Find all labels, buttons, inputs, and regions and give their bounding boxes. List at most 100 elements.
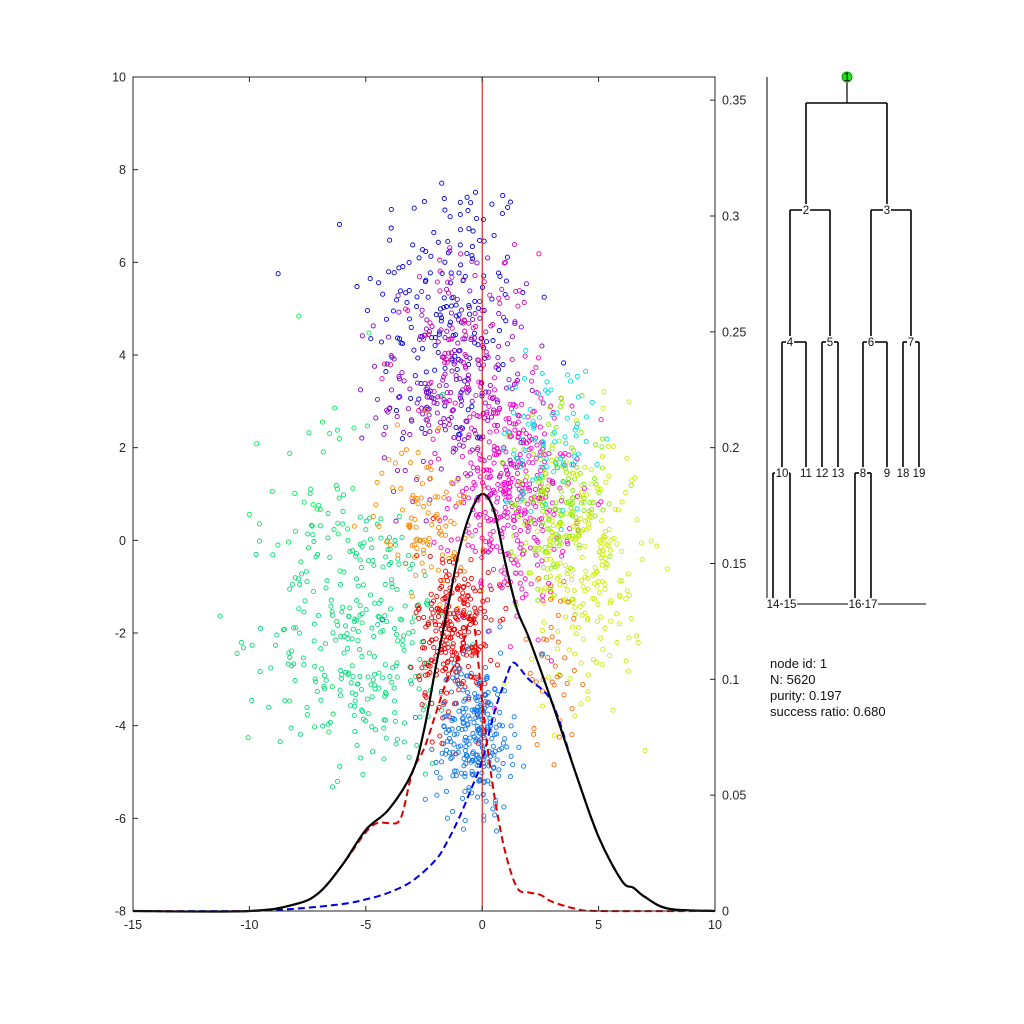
scatter-point: [312, 663, 318, 669]
scatter-point: [435, 239, 441, 245]
scatter-point: [455, 617, 461, 623]
scatter-point: [402, 468, 408, 474]
scatter-point: [495, 495, 501, 501]
scatter-point: [477, 298, 483, 304]
scatter-point: [654, 543, 660, 549]
scatter-point: [416, 673, 422, 680]
x-tick-label: -5: [360, 918, 371, 932]
scatter-point: [381, 431, 387, 438]
tree-node-14[interactable]: 14: [766, 598, 780, 611]
scatter-point: [517, 580, 523, 586]
scatter-point: [552, 663, 558, 669]
scatter-point: [457, 242, 463, 248]
scatter-point: [389, 387, 395, 393]
scatter-point: [523, 509, 529, 515]
scatter-point: [298, 559, 304, 565]
tree-node-6[interactable]: 6: [867, 336, 875, 349]
tree-node-5[interactable]: 5: [826, 336, 834, 349]
scatter-point: [523, 348, 529, 354]
scatter-point: [394, 414, 400, 420]
scatter-point: [490, 338, 496, 344]
scatter-point: [617, 578, 623, 584]
scatter-point: [602, 581, 608, 588]
scatter-point: [408, 459, 414, 466]
tree-node-9[interactable]: 9: [883, 467, 891, 480]
node-purity-text: purity: 0.197: [770, 688, 842, 703]
scatter-point: [474, 260, 480, 266]
scatter-point: [427, 553, 433, 559]
scatter-point: [448, 310, 454, 316]
scatter-point: [594, 583, 600, 589]
scatter-point: [453, 424, 459, 430]
tree-node-19[interactable]: 19: [912, 467, 926, 480]
scatter-point: [507, 484, 513, 490]
scatter-point: [426, 329, 432, 335]
scatter-point: [610, 707, 616, 713]
scatter-point: [372, 682, 378, 688]
tree-node-17[interactable]: 17: [864, 598, 878, 611]
scatter-point: [420, 547, 427, 553]
tree-node-13[interactable]: 13: [831, 467, 845, 480]
scatter-point: [341, 650, 347, 656]
scatter-point: [544, 379, 550, 385]
tree-node-4[interactable]: 4: [786, 336, 794, 349]
scatter-point: [606, 473, 612, 479]
scatter-point: [560, 548, 566, 554]
tree-node-12[interactable]: 12: [815, 467, 829, 480]
scatter-point: [394, 736, 400, 742]
scatter-point: [607, 547, 614, 553]
tree-node-16[interactable]: 16: [848, 598, 862, 611]
scatter-point: [463, 743, 469, 750]
scatter-point: [559, 553, 565, 559]
scatter-point: [440, 741, 446, 747]
scatter-point: [448, 635, 454, 641]
scatter-point: [392, 537, 398, 544]
tree-node-15[interactable]: 15: [783, 598, 797, 611]
scatter-point: [539, 523, 545, 529]
tree-node-11[interactable]: 11: [799, 467, 813, 480]
scatter-point: [383, 691, 389, 697]
scatter-point: [457, 492, 463, 498]
scatter-point: [582, 543, 588, 549]
selected-node-marker[interactable]: [841, 71, 853, 83]
scatter-point: [438, 315, 445, 321]
scatter-point: [443, 589, 449, 595]
scatter-point: [392, 625, 398, 632]
y-tick-label: -2: [115, 627, 126, 641]
scatter-point: [394, 422, 400, 428]
scatter-point: [304, 704, 310, 710]
scatter-point: [287, 586, 293, 592]
tree-node-8[interactable]: 8: [859, 467, 867, 480]
scatter-point: [443, 523, 449, 529]
scatter-point: [559, 495, 565, 501]
scatter-point: [580, 636, 586, 642]
scatter-point: [449, 368, 455, 374]
tree-node-18[interactable]: 18: [896, 467, 910, 480]
scatter-point: [549, 530, 555, 536]
scatter-point: [583, 492, 589, 498]
scatter-point: [568, 378, 574, 384]
tree-node-7[interactable]: 7: [907, 336, 915, 349]
scatter-point: [626, 592, 632, 598]
tree-node-1[interactable]: 1: [841, 71, 853, 84]
scatter-point: [308, 522, 315, 528]
tree-node-2[interactable]: 2: [802, 204, 810, 217]
scatter-point: [558, 404, 564, 410]
scatter-point: [615, 507, 621, 513]
scatter-point: [334, 486, 340, 492]
scatter-point: [441, 374, 447, 380]
scatter-point: [588, 467, 594, 473]
scatter-point: [393, 408, 399, 414]
tree-node-10[interactable]: 10: [775, 467, 789, 480]
scatter-point: [392, 460, 398, 466]
scatter-cluster: [408, 515, 511, 757]
tree-node-3[interactable]: 3: [883, 204, 891, 217]
scatter-point: [424, 598, 430, 604]
scatter-point: [323, 677, 329, 683]
scatter-point: [447, 750, 453, 756]
scatter-point: [435, 614, 442, 620]
scatter-point: [380, 675, 386, 681]
scatter-point: [523, 540, 529, 546]
scatter-point: [438, 691, 444, 697]
